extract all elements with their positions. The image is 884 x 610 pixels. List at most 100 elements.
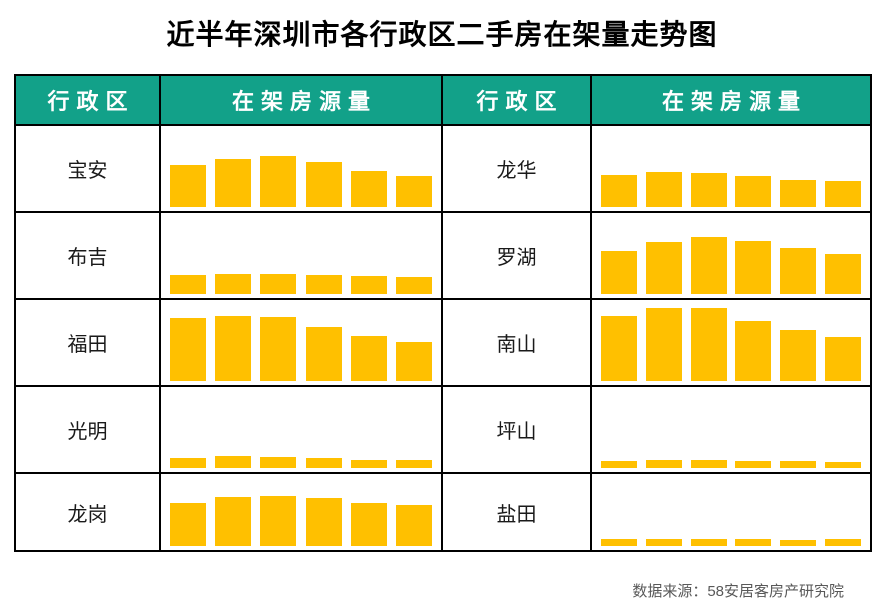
district-name-cell: 福田 [14,298,161,387]
bar [260,457,297,468]
bar [645,460,682,468]
bar [780,330,817,381]
bar [645,539,682,546]
district-name-cell: 坪山 [441,385,592,474]
bar [824,254,861,294]
bar [260,274,297,294]
page-title: 近半年深圳市各行政区二手房在架量走势图 [166,19,718,50]
bar [305,458,342,468]
district-label: 布吉 [67,247,108,269]
bar [735,241,772,294]
bar [170,503,206,546]
bar [690,539,727,546]
mini-bar-chart [161,496,441,550]
bar [395,176,432,207]
bar [690,237,727,294]
mini-bar-chart [161,456,441,472]
bar [824,539,861,546]
district-name-cell: 宝安 [14,124,161,213]
bar [350,171,387,207]
bar [305,275,342,294]
mini-bar-chart-cell [590,211,872,300]
bar [305,498,342,546]
bar [215,159,252,207]
bar [395,460,432,468]
bar [350,276,387,294]
mini-bar-chart [592,172,870,211]
district-label: 龙岗 [67,503,108,526]
mini-bar-chart-cell [159,211,443,300]
mini-bar-chart [592,237,870,298]
bar [215,316,252,381]
mini-bar-chart-cell [159,472,443,552]
bar [170,458,206,468]
bar [350,336,387,381]
column-header-district-left: 行政区 [14,74,161,126]
mini-bar-chart [161,316,441,385]
bar [170,318,206,381]
district-name-cell: 龙华 [441,124,592,213]
table-body: 宝安 龙华 布吉 罗湖 [14,124,872,552]
column-header-listings-right: 在架房源量 [590,74,872,126]
mini-bar-chart-cell [159,124,443,213]
mini-bar-chart [592,308,870,385]
bar [305,162,342,207]
bar [260,317,297,381]
bar [601,461,637,468]
mini-bar-chart-cell [590,124,872,213]
bar [215,274,252,294]
bar [395,277,432,294]
bar [735,539,772,546]
bar [824,462,861,468]
mini-bar-chart-cell [590,298,872,387]
district-name-cell: 罗湖 [441,211,592,300]
mini-bar-chart [592,460,870,472]
district-label: 光明 [67,421,108,443]
district-listings-table: 行政区 在架房源量 行政区 在架房源量 宝安 龙华 布吉 [14,74,872,552]
bar [690,460,727,468]
bar [645,242,682,294]
bar [170,165,206,207]
mini-bar-chart [161,274,441,298]
bar [260,156,297,207]
bar [215,497,252,546]
bar [780,180,817,207]
bar [645,172,682,207]
table-row: 福田 南山 [14,298,872,387]
district-label: 龙华 [496,160,537,182]
bar [395,505,432,546]
bar [601,316,637,381]
bar [735,461,772,468]
district-name-cell: 盐田 [441,472,592,552]
bar [601,251,637,294]
district-label: 盐田 [496,503,537,526]
data-source-note: 数据来源：58安居客房产研究院 [632,583,844,600]
bar [690,173,727,207]
bar [170,275,206,294]
district-name-cell: 南山 [441,298,592,387]
bar [780,540,817,546]
mini-bar-chart-cell [590,385,872,474]
bar [601,539,637,546]
district-label: 罗湖 [496,247,537,269]
bar [735,176,772,207]
table-header-row: 行政区 在架房源量 行政区 在架房源量 [14,74,872,126]
table-row: 光明 坪山 [14,385,872,474]
district-name-cell: 布吉 [14,211,161,300]
bar [305,327,342,381]
bar [824,337,861,381]
table-row: 龙岗 盐田 [14,472,872,552]
district-label: 南山 [496,334,537,356]
bar [690,308,727,381]
bar [350,460,387,468]
bar [260,496,297,546]
column-header-listings-left: 在架房源量 [159,74,443,126]
district-label: 宝安 [67,160,108,182]
bar [645,308,682,381]
district-label: 福田 [67,334,108,356]
bar [780,248,817,294]
mini-bar-chart [161,156,441,211]
table-row: 宝安 龙华 [14,124,872,213]
bar [824,181,861,207]
bar [395,342,432,381]
